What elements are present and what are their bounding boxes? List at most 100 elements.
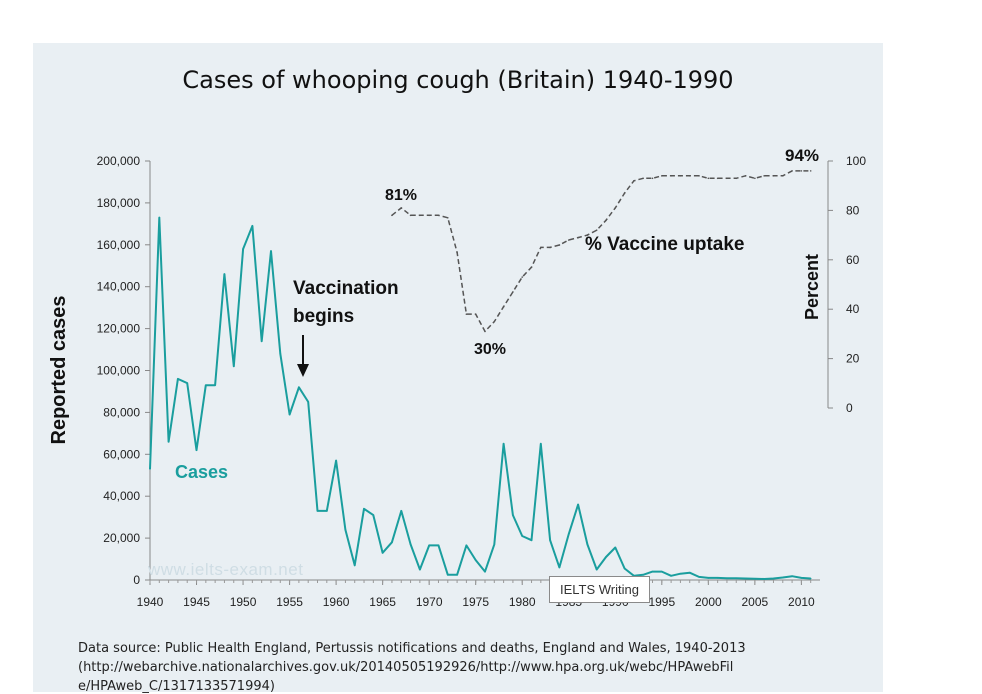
cases-point	[307, 401, 309, 403]
vaccine-point	[521, 276, 524, 278]
y-axis-label: Reported cases	[48, 296, 70, 445]
cases-point	[595, 568, 598, 571]
cases-point	[298, 386, 300, 389]
cases-point	[167, 440, 170, 443]
cases-point	[251, 225, 254, 227]
x-tick-label: 1940	[137, 595, 164, 609]
y-tick-label: 140,000	[97, 280, 141, 294]
x-tick-label: 2010	[788, 595, 815, 609]
cases-point	[270, 250, 272, 252]
vaccine-point	[549, 246, 551, 249]
cases-point	[651, 570, 654, 573]
cases-point	[158, 216, 161, 219]
cases-point	[540, 443, 542, 445]
y2-axis-label: Percent	[802, 254, 822, 320]
source-line-3: e/HPAweb_C/1317133571994)	[78, 679, 275, 694]
cases-point	[484, 570, 486, 573]
y2-tick-label: 0	[846, 401, 853, 415]
vaccine-point	[400, 207, 403, 209]
vaccine-point	[512, 291, 514, 293]
cases-point	[149, 468, 151, 470]
vaccine-point	[707, 177, 710, 180]
cases-point	[186, 382, 189, 384]
cases-point	[586, 543, 589, 546]
cases-point	[809, 577, 812, 580]
cases-point	[754, 577, 756, 580]
cases-point	[493, 543, 496, 546]
cases-point	[698, 576, 700, 578]
cases-point	[409, 543, 412, 546]
cases-point	[214, 384, 216, 386]
cases-point	[363, 507, 365, 510]
cases-series-label: Cases	[175, 462, 228, 482]
vaccine-point	[567, 239, 570, 241]
cases-point	[232, 365, 235, 368]
vaccine-point	[679, 175, 682, 177]
cases-point	[502, 443, 505, 445]
vaccine-point	[688, 175, 691, 177]
cases-point	[288, 413, 291, 416]
vaccine-point	[633, 179, 635, 182]
cases-point	[614, 546, 617, 549]
vaccine-point	[800, 170, 803, 172]
cases-point	[530, 539, 533, 541]
cases-point	[316, 510, 319, 512]
vaccine-point	[735, 177, 738, 180]
y2-tick-label: 60	[846, 253, 860, 267]
cases-point	[456, 573, 458, 576]
cases-point	[512, 514, 514, 516]
y-tick-label: 60,000	[103, 447, 140, 461]
x-tick-label: 1965	[369, 595, 396, 609]
cases-point	[437, 544, 440, 547]
source-line-2: (http://webarchive.nationalarchives.gov.…	[78, 660, 734, 675]
cases-point	[372, 514, 375, 516]
cases-point	[716, 577, 719, 579]
cases-line	[149, 216, 811, 580]
cases-point	[781, 576, 784, 579]
y-tick-label: 120,000	[97, 322, 141, 336]
y-tick-label: 160,000	[97, 238, 141, 252]
cases-point	[577, 503, 579, 506]
cases-point	[726, 577, 728, 580]
vaccine-point	[614, 207, 617, 209]
vaccine-point	[530, 266, 533, 269]
cases-point	[428, 544, 430, 547]
x-tick-label: 1995	[648, 595, 675, 609]
vaccine-point	[540, 246, 542, 249]
cases-point	[205, 384, 207, 386]
cases-point	[623, 567, 626, 570]
vaccination-label: Vaccination	[293, 278, 399, 299]
x-tick-label: 1975	[462, 595, 489, 609]
vaccine-point	[763, 175, 765, 177]
vaccine-point	[781, 175, 784, 177]
vaccine-point	[670, 175, 672, 177]
y-tick-label: 0	[133, 573, 140, 587]
tooltip: IELTS Writing	[549, 576, 650, 603]
vaccine-uptake-line	[391, 170, 811, 333]
vaccine-point	[502, 305, 505, 308]
cases-point	[791, 575, 793, 578]
vaccine-point	[809, 170, 812, 172]
vaccine-point	[446, 217, 449, 219]
cases-point	[419, 568, 421, 571]
vaccine-point	[698, 175, 700, 177]
y-tick-label: 20,000	[103, 531, 140, 545]
vaccine-point	[419, 214, 421, 217]
watermark: www.ielts-exam.net	[148, 560, 304, 579]
chart-title: Cases of whooping cough (Britain) 1940-1…	[182, 66, 733, 94]
x-tick-label: 1970	[416, 595, 443, 609]
vaccine-point	[754, 177, 756, 180]
cases-point	[642, 573, 644, 576]
cases-point	[177, 378, 179, 380]
annotation-30: 30%	[474, 341, 506, 358]
cases-point	[335, 459, 337, 462]
cases-point	[605, 556, 607, 558]
vaccine-point	[428, 214, 430, 217]
y2-tick-label: 40	[846, 302, 860, 316]
vaccine-point	[409, 214, 412, 217]
cases-point	[465, 544, 468, 547]
vaccine-point	[493, 320, 496, 323]
x-tick-label: 1945	[183, 595, 210, 609]
cases-point	[446, 573, 449, 576]
cases-point	[707, 577, 710, 579]
